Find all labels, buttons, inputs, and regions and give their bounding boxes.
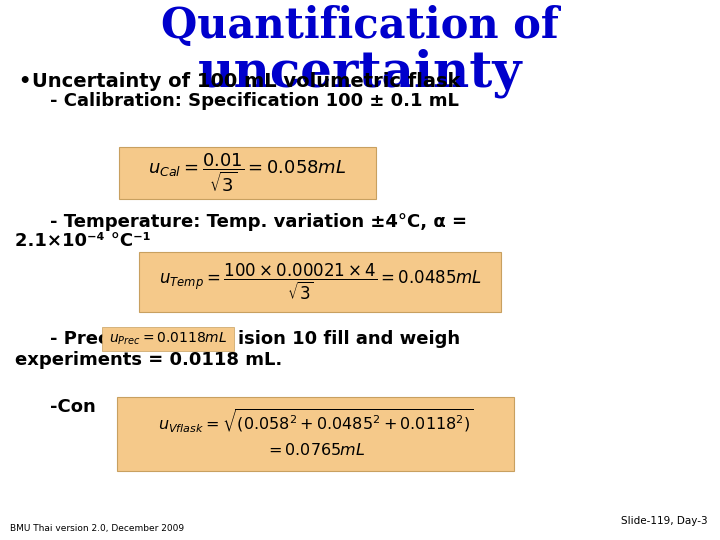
Text: 2.1×10⁻⁴ °C⁻¹: 2.1×10⁻⁴ °C⁻¹ xyxy=(15,232,150,250)
Text: - Calibration: Specification 100 ± 0.1 mL: - Calibration: Specification 100 ± 0.1 m… xyxy=(50,92,459,110)
Text: $u_{Vflask} = \sqrt{(0.058^2 + 0.0485^2 + 0.0118^2)}$: $u_{Vflask} = \sqrt{(0.058^2 + 0.0485^2 … xyxy=(158,407,473,435)
FancyBboxPatch shape xyxy=(119,147,376,199)
Text: uncertainty: uncertainty xyxy=(198,48,522,98)
Text: $= 0.0765mL$: $= 0.0765mL$ xyxy=(266,442,366,458)
Text: - Prec: - Prec xyxy=(50,330,109,348)
Text: Uncertainty of 100 mL volumetric flask: Uncertainty of 100 mL volumetric flask xyxy=(32,72,460,91)
Text: $u_{Cal} = \dfrac{0.01}{\sqrt{3}} = 0.058mL$: $u_{Cal} = \dfrac{0.01}{\sqrt{3}} = 0.05… xyxy=(148,152,347,194)
FancyBboxPatch shape xyxy=(117,397,514,471)
Text: -Con: -Con xyxy=(50,398,96,416)
Text: experiments = 0.0118 mL.: experiments = 0.0118 mL. xyxy=(15,351,282,369)
Text: - Temperature: Temp. variation ±4°C, α =: - Temperature: Temp. variation ±4°C, α = xyxy=(50,213,467,231)
Text: •: • xyxy=(18,72,30,91)
Text: Slide-119, Day-3: Slide-119, Day-3 xyxy=(621,516,708,526)
FancyBboxPatch shape xyxy=(102,327,234,351)
Text: ision 10 fill and weigh: ision 10 fill and weigh xyxy=(238,330,460,348)
Text: $u_{Temp} = \dfrac{100 \times 0.00021 \times 4}{\sqrt{3}} = 0.0485mL$: $u_{Temp} = \dfrac{100 \times 0.00021 \t… xyxy=(158,262,481,302)
Text: $u_{Prec} = 0.0118mL$: $u_{Prec} = 0.0118mL$ xyxy=(109,331,228,347)
Text: BMU Thai version 2.0, December 2009: BMU Thai version 2.0, December 2009 xyxy=(10,524,184,533)
FancyBboxPatch shape xyxy=(139,252,501,312)
Text: Quantification of: Quantification of xyxy=(161,5,559,47)
